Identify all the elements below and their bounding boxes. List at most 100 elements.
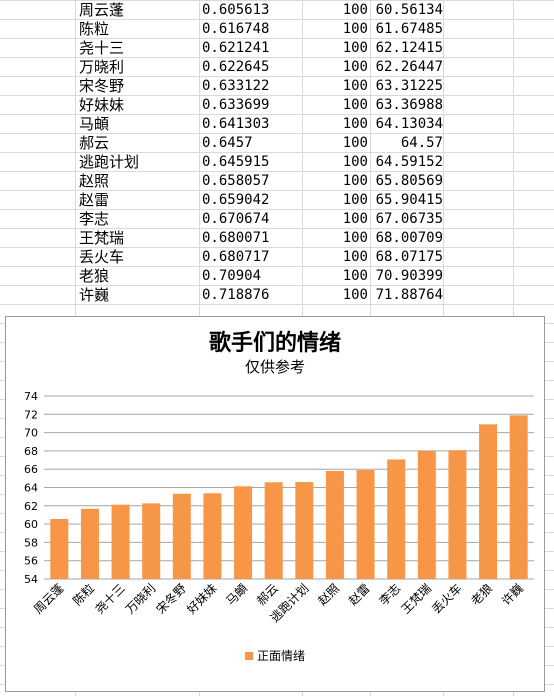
name-cell[interactable]: 周云蓬	[79, 1, 125, 19]
name-cell[interactable]: 逃跑计划	[79, 153, 140, 171]
bar	[417, 450, 436, 579]
bar	[172, 493, 191, 579]
score-cell[interactable]: 60.56134	[375, 2, 443, 18]
ratio-cell[interactable]: 0.670674	[202, 211, 270, 227]
legend-label: 正面情绪	[256, 649, 305, 663]
count-cell[interactable]: 100	[342, 21, 368, 37]
name-cell[interactable]: 王梵瑞	[79, 229, 125, 247]
row-gridline	[0, 57, 554, 58]
table-row: 丢火车 0.680717 100 68.07175	[0, 248, 554, 267]
bar	[325, 470, 344, 579]
count-cell[interactable]: 100	[342, 268, 368, 284]
name-cell[interactable]: 赵雷	[79, 191, 110, 209]
score-cell[interactable]: 64.59152	[375, 154, 443, 170]
table-row: 周云蓬 0.605613 100 60.56134	[0, 1, 554, 20]
table-row: 老狼 0.70904 100 70.90399	[0, 267, 554, 286]
count-cell[interactable]: 100	[342, 135, 368, 151]
count-cell[interactable]: 100	[342, 192, 368, 208]
row-gridline	[0, 114, 554, 115]
x-tick-label: 王梵瑞	[399, 581, 434, 616]
chart-object[interactable]: 歌手们的情绪 仅供参考 74 72 70 68 66 64 62 60 58 56 54 周云蓬 陈粒尧…	[5, 316, 545, 692]
name-cell[interactable]: 老狼	[79, 267, 110, 285]
y-tick-label: 70	[24, 427, 38, 440]
ratio-cell[interactable]: 0.641303	[202, 116, 270, 132]
y-tick-label: 58	[24, 536, 38, 549]
count-cell[interactable]: 100	[342, 230, 368, 246]
x-tick-label: 赵雷	[346, 581, 373, 608]
name-cell[interactable]: 宋冬野	[79, 77, 125, 95]
bar	[111, 504, 130, 579]
count-cell[interactable]: 100	[342, 154, 368, 170]
bar	[264, 482, 283, 579]
score-cell[interactable]: 62.12415	[375, 40, 443, 56]
ratio-cell[interactable]: 0.633122	[202, 78, 270, 94]
count-cell[interactable]: 100	[342, 249, 368, 265]
count-cell[interactable]: 100	[342, 116, 368, 132]
y-tick-label: 62	[24, 500, 38, 513]
count-cell[interactable]: 100	[342, 40, 368, 56]
bar	[295, 482, 314, 579]
score-cell[interactable]: 62.26447	[375, 59, 443, 75]
name-cell[interactable]: 丢火车	[79, 248, 125, 266]
name-cell[interactable]: 万晓利	[79, 58, 125, 76]
score-cell[interactable]: 61.67485	[375, 21, 443, 37]
bar	[142, 503, 161, 579]
count-cell[interactable]: 100	[342, 78, 368, 94]
score-cell[interactable]: 64.13034	[375, 116, 443, 132]
plot-area: 74 72 70 68 66 64 62 60 58 56 54周云蓬 陈粒尧十三万晓利宋冬野好妹妹马…	[24, 390, 534, 625]
name-cell[interactable]: 陈粒	[79, 20, 110, 38]
score-cell[interactable]: 67.06735	[375, 211, 443, 227]
x-tick-label: 李志	[376, 581, 404, 609]
score-cell[interactable]: 68.00709	[375, 230, 443, 246]
name-cell[interactable]: 马頔	[79, 115, 110, 133]
name-cell[interactable]: 赵照	[79, 172, 110, 190]
name-cell[interactable]: 许巍	[79, 286, 110, 304]
chart-legend: 正面情绪	[6, 647, 544, 664]
name-cell[interactable]: 李志	[79, 210, 110, 228]
x-tick-label: 周云蓬	[31, 581, 66, 616]
ratio-cell[interactable]: 0.6457	[202, 135, 253, 151]
count-cell[interactable]: 100	[342, 2, 368, 18]
ratio-cell[interactable]: 0.659042	[202, 192, 270, 208]
score-cell[interactable]: 70.90399	[375, 268, 443, 284]
row-gridline	[0, 209, 554, 210]
x-tick-label: 丢火车	[428, 581, 464, 617]
name-cell[interactable]: 好妹妹	[79, 96, 125, 114]
name-cell[interactable]: 郝云	[79, 134, 110, 152]
name-cell[interactable]: 尧十三	[79, 39, 125, 57]
count-cell[interactable]: 100	[342, 211, 368, 227]
x-tick-label: 万晓利	[123, 581, 158, 616]
y-tick-label: 60	[24, 518, 38, 531]
ratio-cell[interactable]: 0.645915	[202, 154, 270, 170]
y-tick-label: 72	[24, 408, 38, 421]
ratio-cell[interactable]: 0.70904	[202, 268, 262, 284]
ratio-cell[interactable]: 0.680071	[202, 230, 270, 246]
count-cell[interactable]: 100	[342, 173, 368, 189]
x-tick-label: 郝云	[254, 581, 281, 608]
table-row: 陈粒 0.616748 100 61.67485	[0, 20, 554, 39]
ratio-cell[interactable]: 0.621241	[202, 40, 270, 56]
y-tick-label: 64	[24, 482, 38, 495]
score-cell[interactable]: 68.07175	[375, 249, 443, 265]
x-tick-label: 尧十三	[92, 581, 127, 616]
y-tick-label: 68	[24, 445, 38, 458]
bar	[479, 424, 498, 579]
score-cell[interactable]: 65.80569	[375, 173, 443, 189]
score-cell[interactable]: 63.36988	[375, 97, 443, 113]
ratio-cell[interactable]: 0.616748	[202, 21, 270, 37]
y-tick-label: 54	[24, 573, 38, 586]
count-cell[interactable]: 100	[342, 287, 368, 303]
score-cell[interactable]: 65.90415	[375, 192, 443, 208]
ratio-cell[interactable]: 0.622645	[202, 59, 270, 75]
count-cell[interactable]: 100	[342, 97, 368, 113]
ratio-cell[interactable]: 0.605613	[202, 2, 270, 18]
ratio-cell[interactable]: 0.633699	[202, 97, 270, 113]
ratio-cell[interactable]: 0.658057	[202, 173, 270, 189]
score-cell[interactable]: 64.57	[400, 135, 443, 151]
ratio-cell[interactable]: 0.718876	[202, 287, 270, 303]
count-cell[interactable]: 100	[342, 59, 368, 75]
score-cell[interactable]: 71.88764	[375, 287, 443, 303]
score-cell[interactable]: 63.31225	[375, 78, 443, 94]
ratio-cell[interactable]: 0.680717	[202, 249, 270, 265]
y-tick-label: 56	[24, 555, 38, 568]
